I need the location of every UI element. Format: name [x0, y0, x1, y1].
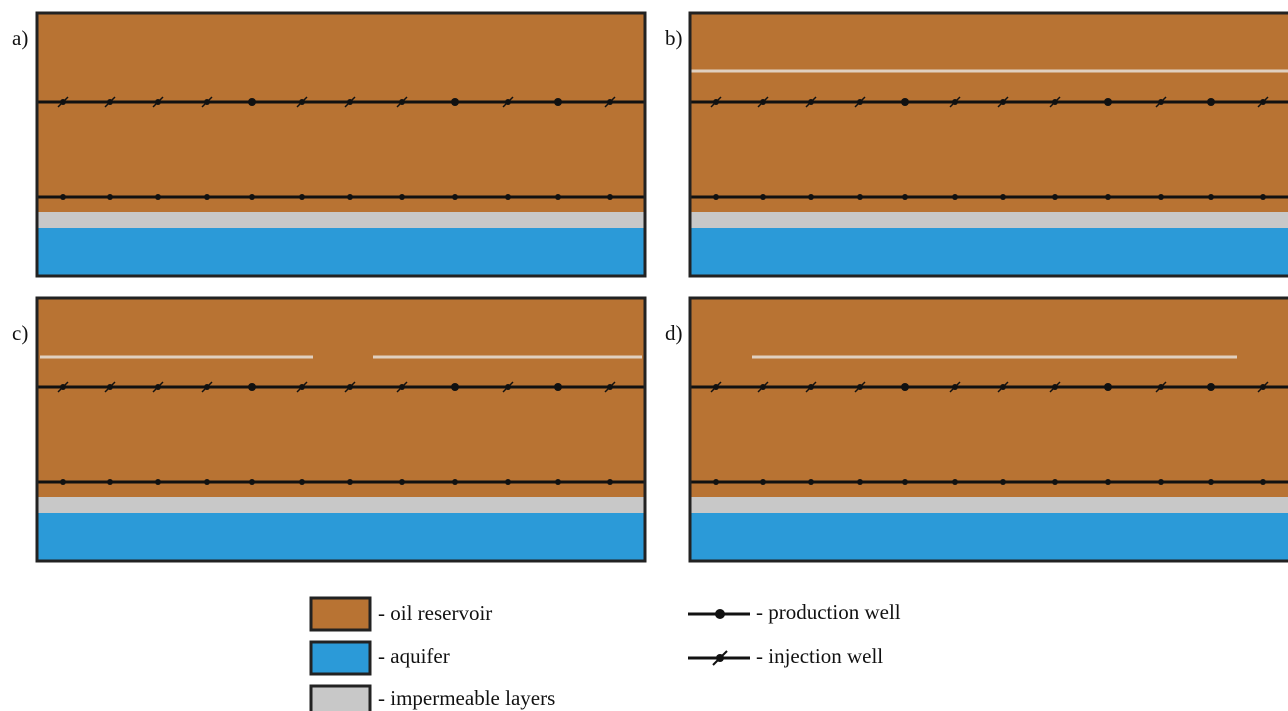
production-well: [901, 98, 909, 106]
legend: - oil reservoir - aquifer - impermeable …: [311, 598, 901, 711]
production-well: [713, 479, 719, 485]
production-well: [1000, 479, 1006, 485]
legend-swatch-aquifer: [311, 642, 370, 674]
panel-label: a): [12, 26, 28, 50]
production-well: [107, 194, 113, 200]
production-well: [249, 194, 255, 200]
production-well: [1104, 98, 1112, 106]
production-well: [1105, 479, 1111, 485]
production-well: [901, 383, 909, 391]
production-well: [1105, 194, 1111, 200]
legend-label: - injection well: [756, 644, 883, 668]
production-well: [452, 194, 458, 200]
production-well: [347, 194, 353, 200]
aquifer: [690, 513, 1288, 561]
legend-swatch-oil: [311, 598, 370, 630]
impermeable-layer: [690, 212, 1288, 228]
production-well: [857, 479, 863, 485]
legend-label: - impermeable layers: [378, 686, 555, 710]
production-well: [60, 479, 66, 485]
production-well: [554, 383, 562, 391]
legend-swatch-impermeable: [311, 686, 370, 711]
production-well: [249, 479, 255, 485]
production-well: [1260, 479, 1266, 485]
production-well: [60, 194, 66, 200]
production-well: [808, 479, 814, 485]
production-well: [607, 194, 613, 200]
production-well: [1158, 194, 1164, 200]
production-well: [1052, 479, 1058, 485]
legend-label: - oil reservoir: [378, 601, 492, 625]
panels: a) b) c) d): [12, 13, 1288, 561]
production-well: [1208, 479, 1214, 485]
production-well: [1158, 479, 1164, 485]
production-well: [451, 98, 459, 106]
production-well: [299, 194, 305, 200]
production-well: [1000, 194, 1006, 200]
production-well: [555, 194, 561, 200]
production-well: [505, 479, 511, 485]
production-well: [952, 479, 958, 485]
production-well: [808, 194, 814, 200]
production-well: [713, 194, 719, 200]
production-well: [902, 479, 908, 485]
production-well: [347, 479, 353, 485]
production-well: [760, 479, 766, 485]
production-well: [451, 383, 459, 391]
production-well: [555, 479, 561, 485]
production-well: [248, 383, 256, 391]
production-well: [399, 479, 405, 485]
panel-label: c): [12, 321, 28, 345]
production-well: [299, 479, 305, 485]
production-well: [399, 194, 405, 200]
production-well: [505, 194, 511, 200]
production-well: [1104, 383, 1112, 391]
legend-production-dot: [715, 609, 725, 619]
production-well: [554, 98, 562, 106]
diagram: a) b) c) d) - oil reservoir - aquifer - imp…: [0, 0, 1288, 711]
production-well: [107, 479, 113, 485]
production-well: [204, 194, 210, 200]
production-well: [902, 194, 908, 200]
production-well: [760, 194, 766, 200]
legend-label: - aquifer: [378, 644, 450, 668]
aquifer: [37, 513, 645, 561]
impermeable-layer: [37, 212, 645, 228]
impermeable-layer: [690, 497, 1288, 513]
production-well: [1207, 383, 1215, 391]
legend-label: - production well: [756, 600, 901, 624]
impermeable-layer: [37, 497, 645, 513]
panel-label: d): [665, 321, 683, 345]
production-well: [248, 98, 256, 106]
production-well: [1207, 98, 1215, 106]
aquifer: [37, 228, 645, 276]
panel-label: b): [665, 26, 683, 50]
production-well: [155, 479, 161, 485]
production-well: [452, 479, 458, 485]
aquifer: [690, 228, 1288, 276]
production-well: [952, 194, 958, 200]
production-well: [1208, 194, 1214, 200]
production-well: [607, 479, 613, 485]
production-well: [1052, 194, 1058, 200]
production-well: [204, 479, 210, 485]
production-well: [1260, 194, 1266, 200]
production-well: [857, 194, 863, 200]
production-well: [155, 194, 161, 200]
